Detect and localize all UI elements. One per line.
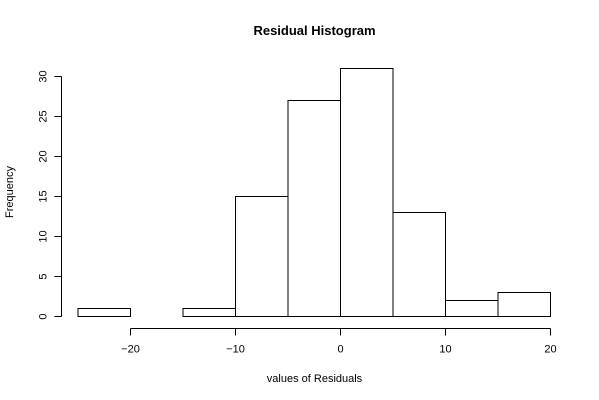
y-tick-label: 5 xyxy=(38,273,50,279)
histogram-bar xyxy=(77,308,131,317)
histogram-bar xyxy=(445,300,499,317)
y-tick-label: 20 xyxy=(38,150,50,162)
y-tick-label: 15 xyxy=(38,190,50,202)
x-tick-label: −10 xyxy=(226,344,245,356)
chart-title: Residual Histogram xyxy=(253,23,375,38)
y-tick-label: 30 xyxy=(38,70,50,82)
y-tick-label: 0 xyxy=(38,313,50,319)
histogram-bar xyxy=(392,212,446,317)
x-tick-label: 10 xyxy=(439,344,451,356)
y-tick-label: 25 xyxy=(38,110,50,122)
histogram-bar xyxy=(287,100,341,317)
x-axis: −20 −10 0 10 20 xyxy=(121,328,557,356)
y-axis: 0 5 10 15 20 25 30 xyxy=(38,70,62,320)
x-tick-label: 0 xyxy=(337,344,343,356)
histogram-bar xyxy=(340,68,394,317)
x-tick-label: 20 xyxy=(544,344,556,356)
histogram-bar xyxy=(497,292,551,317)
histogram-bars xyxy=(77,68,551,317)
histogram-bar xyxy=(182,308,236,317)
y-tick-label: 10 xyxy=(38,230,50,242)
x-tick-label: −20 xyxy=(121,344,140,356)
x-axis-label: values of Residuals xyxy=(267,373,363,385)
y-axis-label: Frequency xyxy=(4,166,16,218)
histogram-bar xyxy=(235,196,289,317)
